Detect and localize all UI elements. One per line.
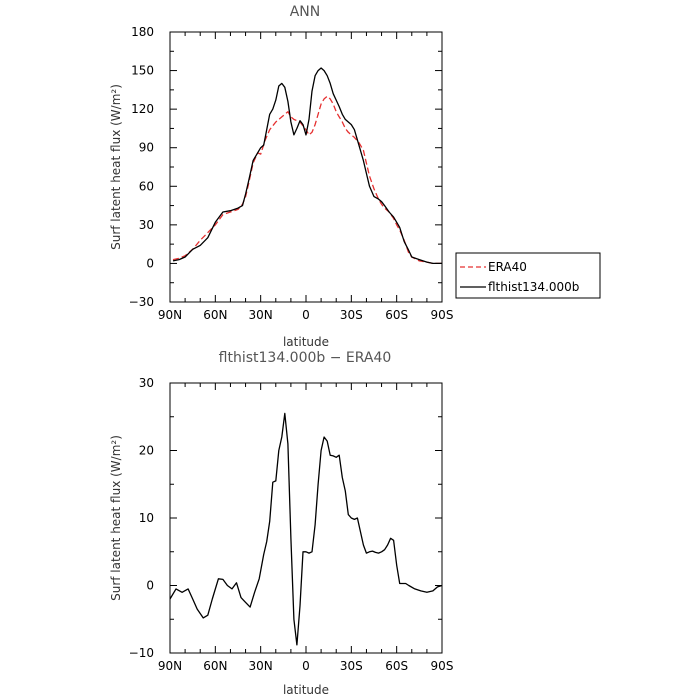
panel2-xtick-label-5: 60S <box>385 659 408 673</box>
legend-box <box>455 252 601 299</box>
panel1-frame <box>169 31 443 303</box>
panel2-ylabel: Surf latent heat flux (W/m²) <box>109 435 123 601</box>
panel2-xtick-label-2: 30N <box>249 659 273 673</box>
panel1-ytick-label-7: 180 <box>131 25 154 39</box>
panel2-ytick-label-3: 20 <box>139 444 154 458</box>
panel1-axes: 90N 60N 30N 0 30S 60S 90S −30 0 30 60 90 120 150 180 <box>129 25 454 322</box>
legend: ERA40 flthist134.000b <box>455 252 601 299</box>
panel2-xtick-label-6: 90S <box>431 659 454 673</box>
panel1-ytick-label-1: 0 <box>146 256 154 270</box>
panel2-xtick-label-1: 60N <box>203 659 227 673</box>
panel1-ytick-label-6: 150 <box>131 64 154 78</box>
panel2-ytick-label-2: 10 <box>139 511 154 525</box>
panel2-xtick-label-4: 30S <box>340 659 363 673</box>
panel1-ytick-label-0: −30 <box>129 295 154 309</box>
panel2-title: flthist134.000b − ERA40 <box>219 350 392 366</box>
panel2-series <box>169 412 443 646</box>
legend-label-model: flthist134.000b <box>488 280 579 294</box>
panel1-xtick-label-6: 90S <box>431 308 454 322</box>
panel1-xtick-label-5: 60S <box>385 308 408 322</box>
panel1-xtick-label-0: 90N <box>158 308 182 322</box>
legend-label-era40: ERA40 <box>488 260 527 274</box>
panel1-ytick-label-3: 60 <box>139 179 154 193</box>
panel1-xtick-label-1: 60N <box>203 308 227 322</box>
panel1-series <box>172 67 442 265</box>
panel1-xtick-label-2: 30N <box>249 308 273 322</box>
panel2-series-0 <box>169 412 443 646</box>
panel2-ytick-label-0: −10 <box>129 646 154 660</box>
panel1-series-flthist134-000b <box>172 67 442 265</box>
panel1-ytick-label-2: 30 <box>139 218 154 232</box>
panel2-xlabel: latitude <box>283 683 329 697</box>
panel1-xtick-label-3: 0 <box>302 308 310 322</box>
panel2-ytick-label-4: 30 <box>139 376 154 390</box>
panel2-ytick-label-1: 0 <box>146 579 154 593</box>
panel1-ytick-label-4: 90 <box>139 141 154 155</box>
panel1-xlabel: latitude <box>283 335 329 349</box>
panel1-ylabel: Surf latent heat flux (W/m²) <box>109 84 123 250</box>
panel-ann: ANN 90N 60N 30N 0 30S 60S 90S −30 0 30 60 90 120 150 1… <box>109 4 601 349</box>
panel-difference: flthist134.000b − ERA40 90N 60N 30N 0 30S 60S… <box>109 350 453 697</box>
panel2-xtick-label-3: 0 <box>302 659 310 673</box>
panel1-xtick-label-4: 30S <box>340 308 363 322</box>
panel1-ytick-label-5: 120 <box>131 102 154 116</box>
panel2-xtick-label-0: 90N <box>158 659 182 673</box>
panel1-title: ANN <box>290 4 321 20</box>
panel1-series-era40 <box>172 95 442 265</box>
panel2-frame <box>169 382 443 654</box>
